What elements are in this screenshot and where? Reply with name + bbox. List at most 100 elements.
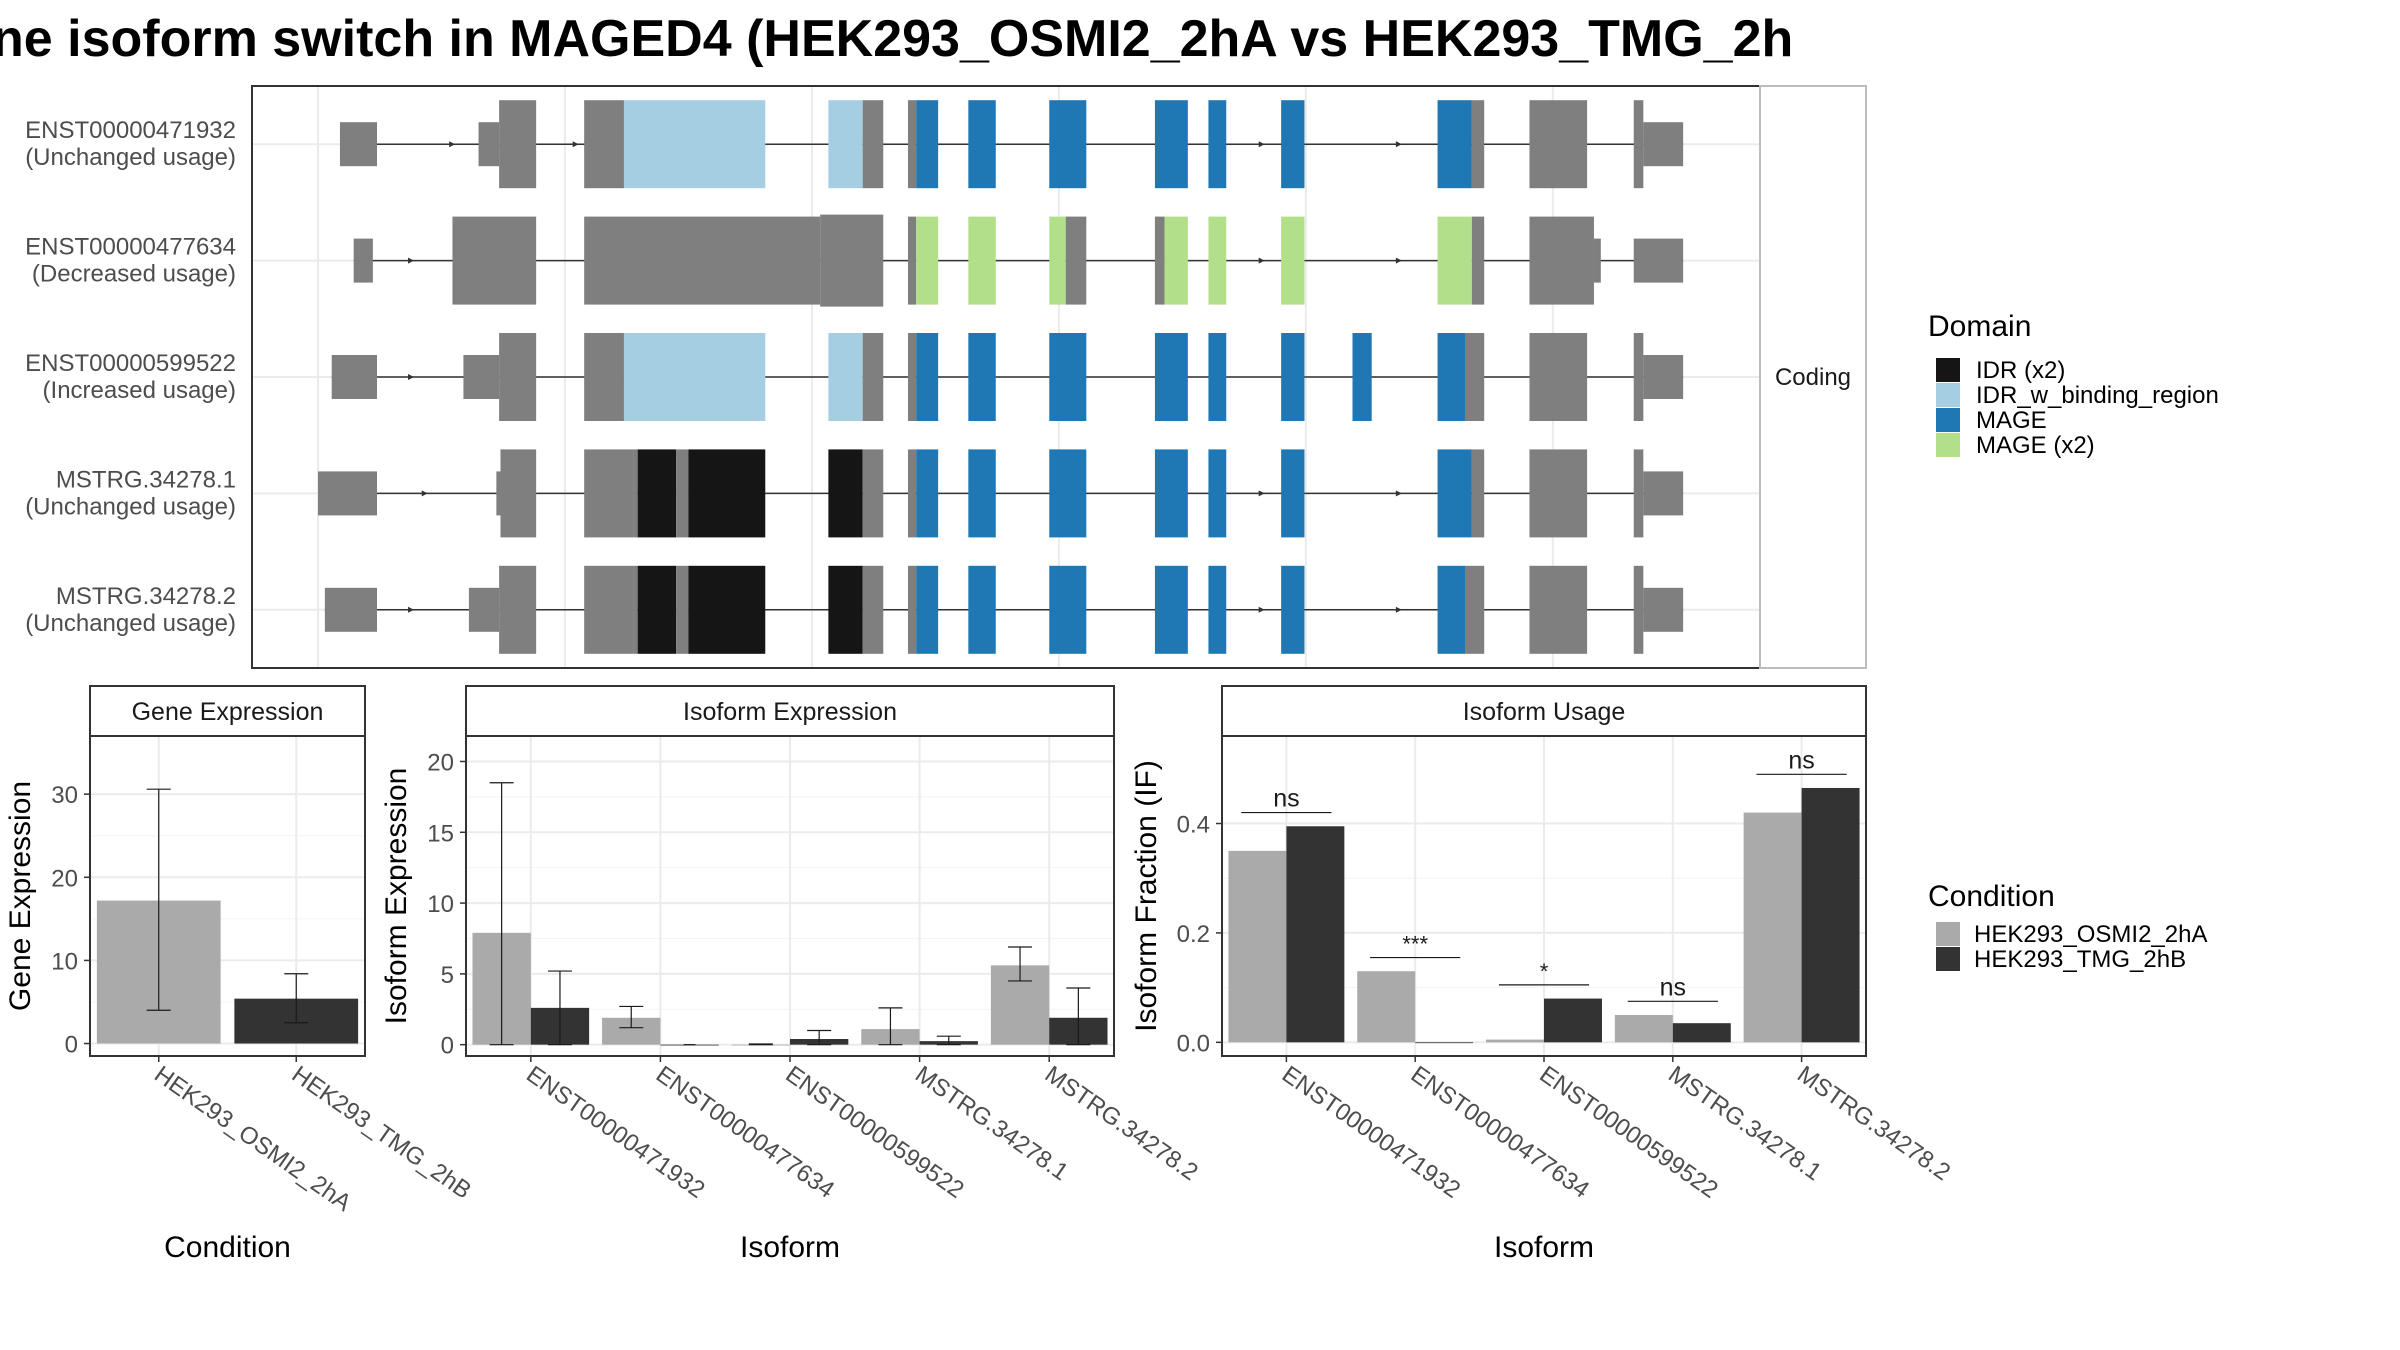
exon-block bbox=[916, 565, 939, 654]
y-tick-label: 10 bbox=[51, 948, 78, 975]
y-tick-label: 0.2 bbox=[1177, 921, 1210, 948]
strand-arrow bbox=[408, 374, 415, 380]
exon-block bbox=[584, 449, 634, 538]
bar bbox=[1357, 971, 1416, 1043]
exon-block bbox=[1065, 216, 1087, 305]
exon-block bbox=[907, 449, 917, 538]
y-axis-label: Gene Expression bbox=[4, 781, 37, 1011]
transcript-id: MSTRG.34278.1 bbox=[56, 466, 236, 493]
exon-block bbox=[1154, 216, 1165, 305]
exon-block bbox=[828, 100, 863, 189]
bar bbox=[1544, 998, 1602, 1043]
exon-block bbox=[1281, 333, 1305, 421]
exon-block bbox=[1437, 100, 1472, 189]
exon-block bbox=[1154, 565, 1188, 654]
exon-block bbox=[968, 333, 996, 421]
exon-block bbox=[637, 565, 677, 654]
exon-block bbox=[688, 449, 766, 538]
exon-block bbox=[1529, 216, 1594, 305]
y-tick-label: 10 bbox=[427, 891, 454, 918]
strand-arrow bbox=[1395, 141, 1402, 148]
domain-legend-label: MAGE (x2) bbox=[1976, 432, 2095, 459]
bar bbox=[1415, 1042, 1474, 1044]
strand-arrow bbox=[449, 141, 456, 148]
exon-block bbox=[500, 449, 537, 538]
exon-block bbox=[1208, 333, 1227, 421]
exon-block bbox=[1471, 100, 1485, 189]
exon-block bbox=[324, 587, 377, 632]
strand-arrow bbox=[421, 490, 428, 497]
domain-legend: Domain IDR (x2)IDR_w_binding_regionMAGEM… bbox=[1928, 310, 2219, 459]
y-tick-label: 0.4 bbox=[1177, 812, 1210, 839]
exon-block bbox=[1281, 565, 1305, 654]
exon-block bbox=[862, 449, 884, 538]
exon-block bbox=[828, 449, 863, 538]
exon-block bbox=[907, 100, 917, 189]
significance-label: ns bbox=[1660, 973, 1686, 1001]
figure-title: ne isoform switch in MAGED4 (HEK293_OSMI… bbox=[0, 10, 1793, 68]
exon-block bbox=[1049, 100, 1087, 189]
exon-block bbox=[633, 449, 638, 538]
domain-legend-title: Domain bbox=[1928, 310, 2031, 343]
y-tick-label: 0 bbox=[65, 1032, 78, 1059]
exon-block bbox=[1633, 100, 1644, 189]
exon-block bbox=[916, 100, 939, 189]
exon-block bbox=[463, 355, 500, 399]
y-tick-label: 0.0 bbox=[1177, 1030, 1210, 1057]
y-tick-label: 20 bbox=[427, 749, 454, 776]
transcript-id: ENST00000599522 bbox=[25, 350, 236, 377]
transcript-usage: (Unchanged usage) bbox=[25, 144, 236, 171]
exon-block bbox=[499, 565, 537, 654]
condition-legend-label: HEK293_OSMI2_2hA bbox=[1974, 921, 2207, 948]
domain-legend-key bbox=[1936, 358, 1960, 382]
exon-block bbox=[1471, 449, 1485, 538]
exon-block bbox=[1154, 100, 1188, 189]
bar bbox=[1743, 812, 1802, 1043]
exon-block bbox=[907, 216, 917, 305]
exon-block bbox=[820, 214, 884, 307]
strand-arrow bbox=[1258, 606, 1265, 613]
exon-block bbox=[584, 216, 821, 305]
exon-block bbox=[1049, 449, 1087, 538]
bar bbox=[1286, 826, 1345, 1043]
domain-legend-label: MAGE bbox=[1976, 407, 2047, 434]
exon-block bbox=[1437, 565, 1465, 654]
significance-label: ns bbox=[1788, 746, 1814, 774]
significance-label: ns bbox=[1273, 785, 1299, 813]
domain-legend-label: IDR_w_binding_region bbox=[1976, 382, 2219, 409]
chart-plot-border bbox=[89, 735, 366, 1057]
facet-strip bbox=[1759, 85, 1867, 669]
y-axis-label: Isoform Expression bbox=[380, 768, 413, 1025]
x-axis-label: Isoform bbox=[740, 1231, 840, 1264]
exon-block bbox=[1049, 565, 1087, 654]
exon-block bbox=[1208, 449, 1227, 538]
chart-title: Isoform Usage bbox=[1463, 698, 1626, 726]
y-tick-label: 0 bbox=[441, 1033, 454, 1060]
domain-legend-key bbox=[1936, 433, 1960, 457]
exon-block bbox=[499, 333, 537, 421]
condition-legend-label: HEK293_TMG_2hB bbox=[1974, 946, 2186, 973]
exon-block bbox=[452, 216, 537, 305]
exon-block bbox=[968, 449, 996, 538]
exon-block bbox=[584, 333, 624, 421]
exon-block bbox=[968, 565, 996, 654]
exon-block bbox=[1281, 216, 1305, 305]
exon-block bbox=[828, 333, 863, 421]
exon-block bbox=[916, 333, 939, 421]
exon-block bbox=[1633, 333, 1644, 421]
bar bbox=[1614, 1014, 1673, 1043]
exon-block bbox=[478, 122, 500, 167]
strand-arrow bbox=[1258, 141, 1265, 148]
exon-block bbox=[623, 333, 766, 421]
condition-legend-key bbox=[1936, 922, 1960, 946]
exon-block bbox=[1208, 100, 1227, 189]
y-axis-label: Isoform Fraction (IF) bbox=[1130, 760, 1163, 1032]
strand-arrow bbox=[408, 257, 415, 264]
transcript-usage: (Increased usage) bbox=[43, 377, 236, 404]
exon-block bbox=[1437, 333, 1465, 421]
x-axis-label: Condition bbox=[164, 1231, 291, 1264]
exon-block bbox=[1529, 333, 1588, 421]
exon-block bbox=[916, 216, 939, 305]
exon-block bbox=[916, 449, 939, 538]
chart-title: Gene Expression bbox=[132, 698, 324, 726]
